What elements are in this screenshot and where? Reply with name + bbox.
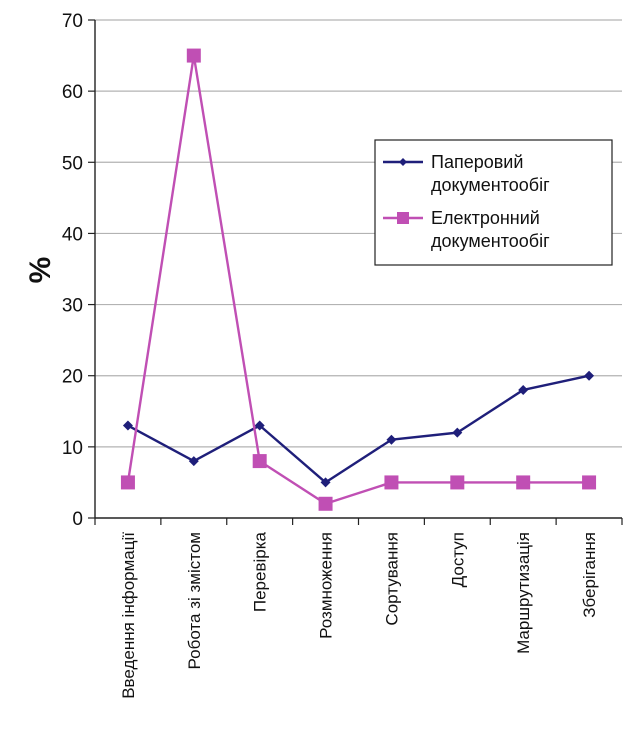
legend-label: Паперовий [431, 152, 523, 172]
x-tick-label: Робота зі змістом [185, 532, 204, 669]
x-tick-label: Зберігання [580, 532, 599, 618]
x-tick-label: Доступ [448, 532, 467, 587]
data-point [188, 456, 199, 467]
data-point [186, 48, 201, 63]
data-point [452, 427, 463, 438]
y-tick-label: 10 [62, 438, 83, 459]
legend: Паперовий документообіг Електронний докумен… [374, 139, 613, 266]
x-tick-label: Сортування [382, 532, 401, 626]
x-tick-label: Маршрутизація [514, 532, 533, 654]
data-point [516, 475, 531, 490]
data-point [122, 420, 133, 431]
y-tick-label: 50 [62, 153, 83, 174]
data-point [386, 434, 397, 445]
data-point [252, 454, 267, 469]
grid-lines [88, 19, 622, 519]
data-point [320, 477, 331, 488]
x-tick-label: Розмноження [317, 532, 336, 639]
y-tick-label: 20 [62, 367, 83, 388]
data-point [254, 420, 265, 431]
data-point [450, 475, 465, 490]
y-tick-label: 0 [72, 509, 83, 530]
series-line [127, 374, 590, 484]
legend-label: Електронний [431, 208, 540, 228]
legend-marker [397, 212, 409, 224]
y-tick-label: 60 [62, 82, 83, 103]
data-point [318, 496, 333, 511]
x-tick-label: Перевірка [251, 531, 270, 612]
series-line [126, 54, 590, 505]
data-point [584, 370, 595, 381]
y-axis-label: % [24, 257, 57, 284]
y-tick-label: 40 [62, 224, 83, 245]
data-point [582, 475, 597, 490]
data-point [384, 475, 399, 490]
series-2 [120, 48, 597, 511]
series-1 [122, 370, 595, 488]
legend-label: документообіг [431, 175, 550, 195]
data-point [518, 384, 529, 395]
data-point [120, 475, 135, 490]
legend-marker [399, 158, 407, 166]
y-tick-label: 30 [62, 296, 83, 317]
x-tick-label: Введення інформації [119, 532, 138, 699]
y-tick-label: 70 [62, 11, 83, 32]
legend-label: документообіг [431, 231, 550, 251]
